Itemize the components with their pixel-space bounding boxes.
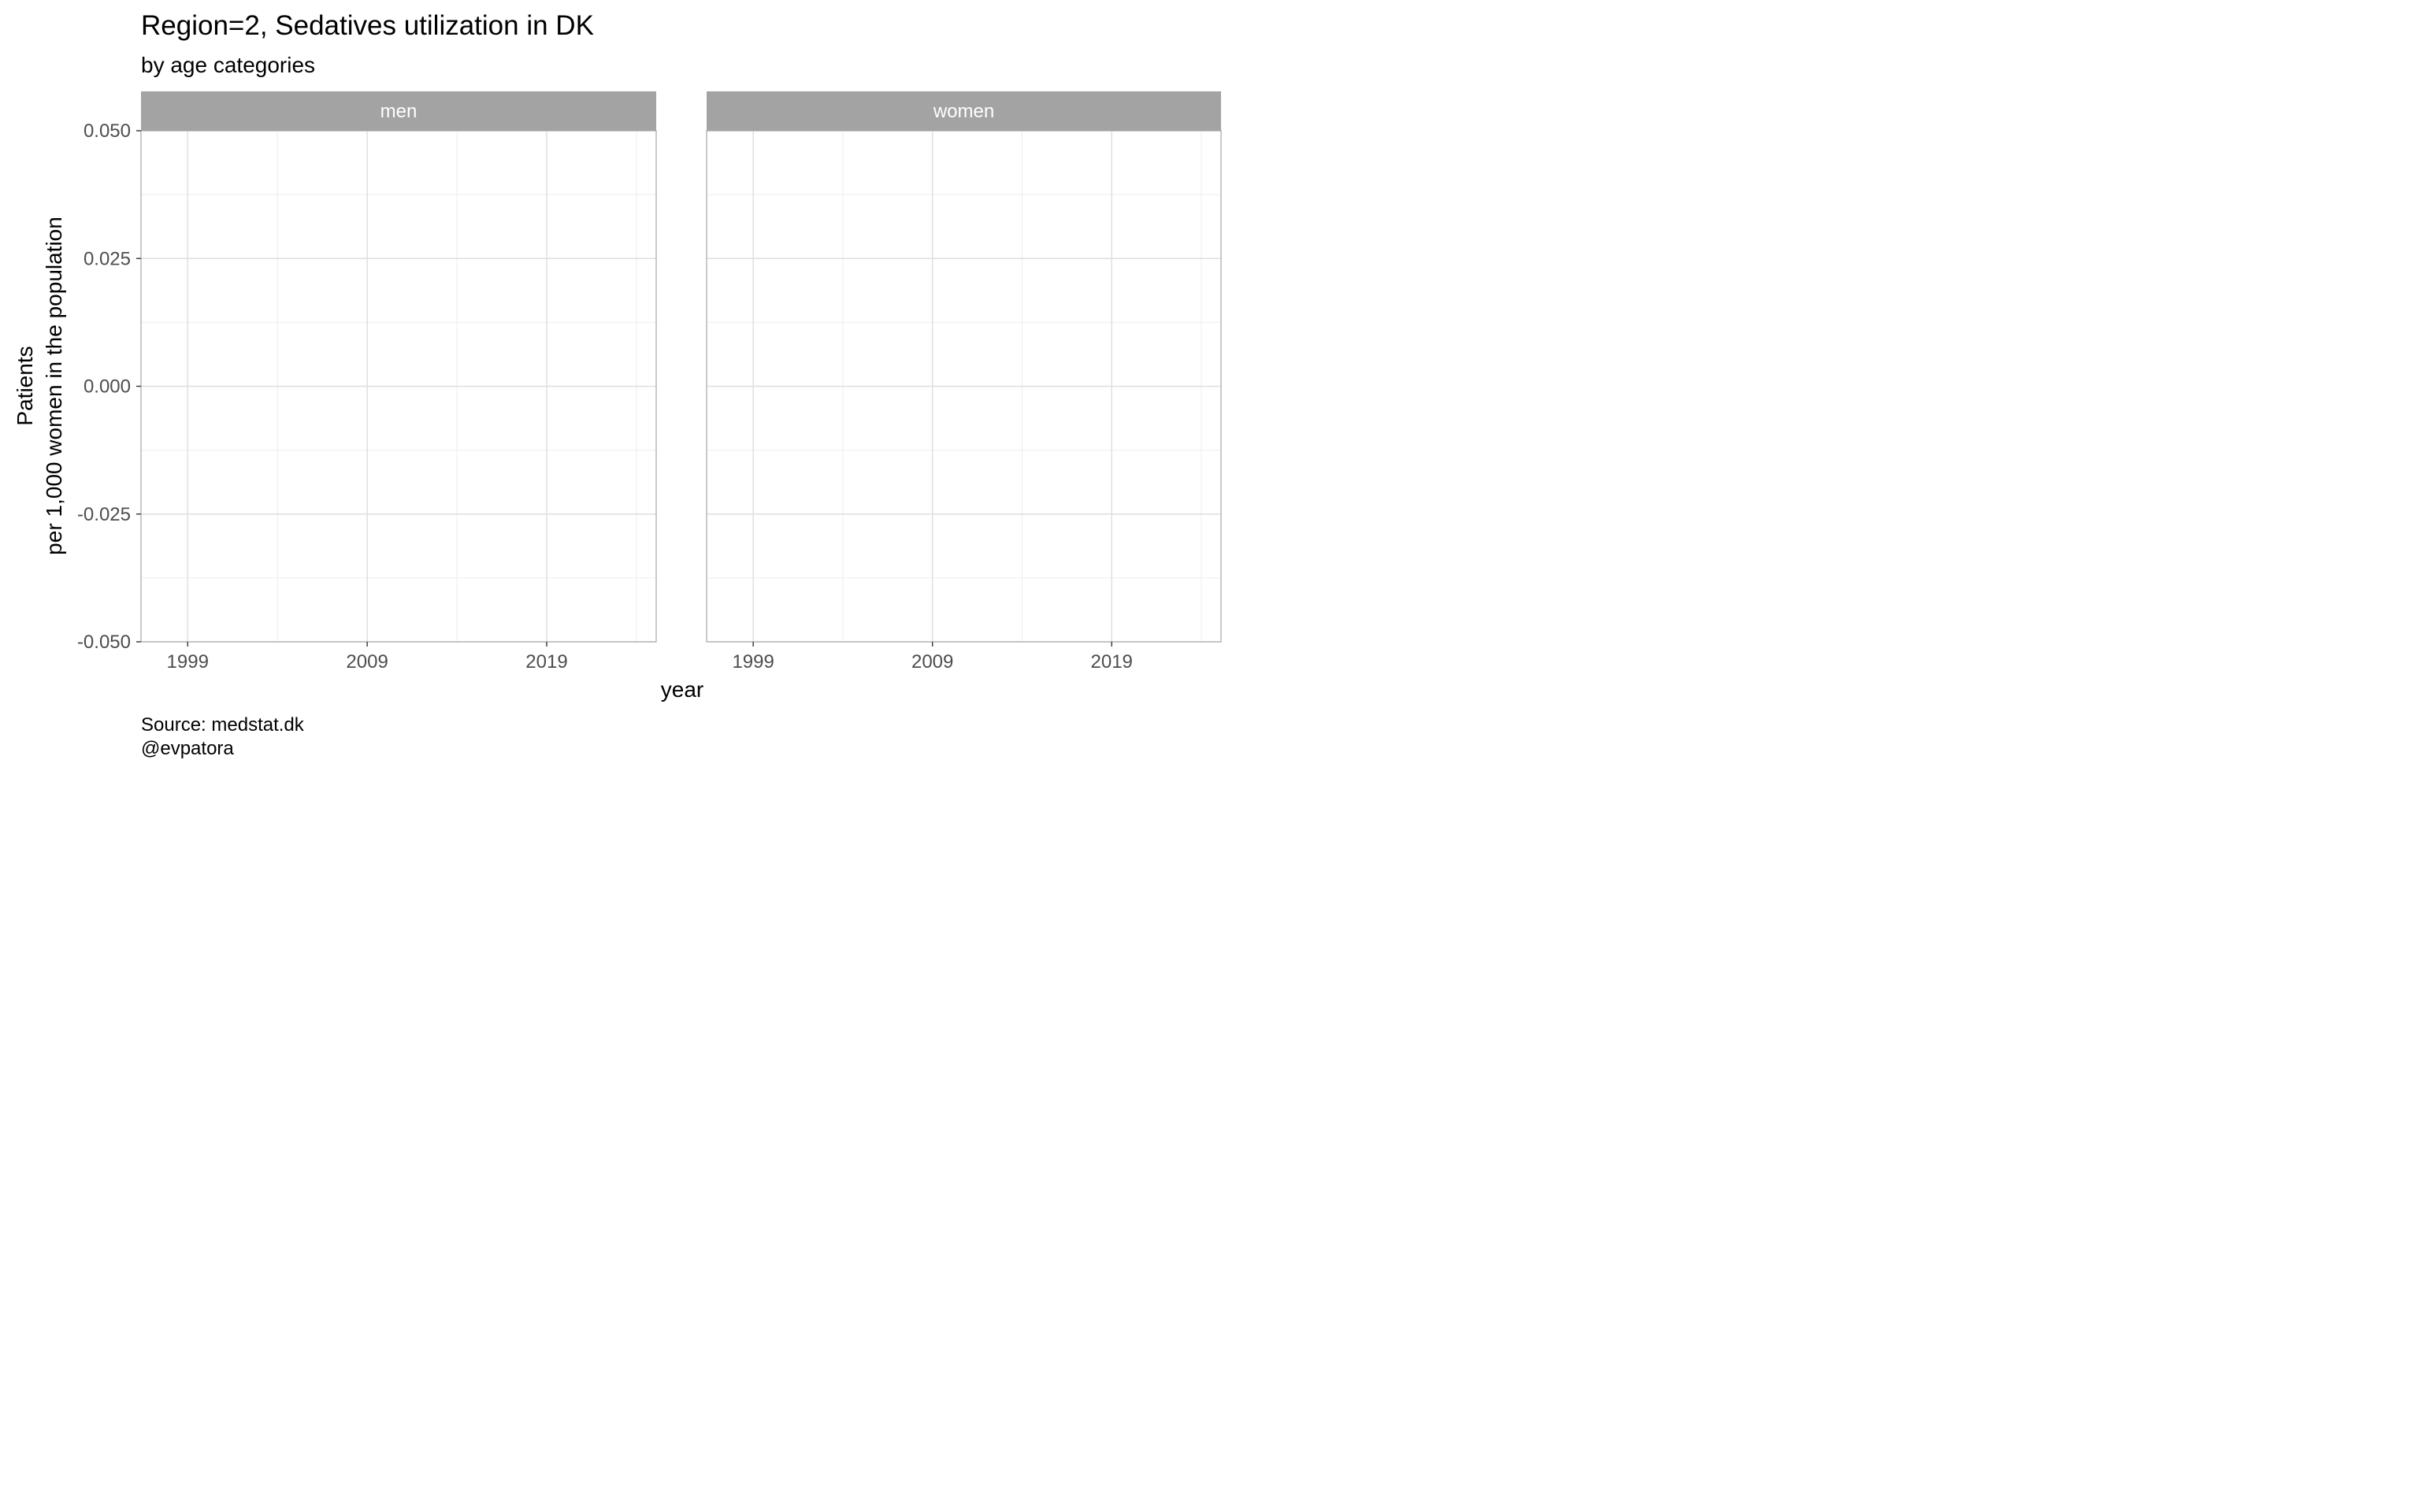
y-tick-label: 0.050 xyxy=(84,120,131,142)
caption-source: Source: medstat.dk xyxy=(141,714,305,736)
x-tick-label: 2009 xyxy=(346,651,388,673)
x-tick-label: 1999 xyxy=(167,651,209,673)
chart-subtitle: by age categories xyxy=(141,53,315,77)
y-axis: 0.050 0.025 0.000 -0.025 -0.050 xyxy=(77,120,141,653)
facet-men: men 1999 2009 2019 xyxy=(140,91,657,673)
y-tick-label: -0.050 xyxy=(77,632,131,653)
facet-women: women 1999 2009 2019 xyxy=(706,91,1222,673)
facet-strip-label: men xyxy=(380,101,418,122)
y-axis-title-line1: Patients xyxy=(13,346,37,425)
chart-title: Region=2, Sedatives utilization in DK xyxy=(141,10,594,41)
x-tick-label: 2019 xyxy=(1091,651,1133,673)
y-axis-title-line2: per 1,000 women in the population xyxy=(42,217,66,555)
y-tick-label: 0.025 xyxy=(84,248,131,269)
facet-strip xyxy=(707,91,1221,131)
caption-handle: @evpatora xyxy=(141,738,234,759)
y-tick-label: -0.025 xyxy=(77,504,131,525)
facet-strip-label: women xyxy=(933,101,994,122)
facet-panels: men 1999 2009 2019 women 1999 2009 2019 xyxy=(140,91,1222,673)
chart-root: Region=2, Sedatives utilization in DK by… xyxy=(0,0,1235,772)
chart-svg: Region=2, Sedatives utilization in DK by… xyxy=(13,10,1222,759)
x-tick-label: 2019 xyxy=(525,651,567,673)
facet-strip xyxy=(141,91,656,131)
x-tick-label: 1999 xyxy=(732,651,774,673)
x-tick-label: 2009 xyxy=(911,651,953,673)
y-tick-label: 0.000 xyxy=(84,376,131,398)
x-axis-title: year xyxy=(661,677,703,702)
